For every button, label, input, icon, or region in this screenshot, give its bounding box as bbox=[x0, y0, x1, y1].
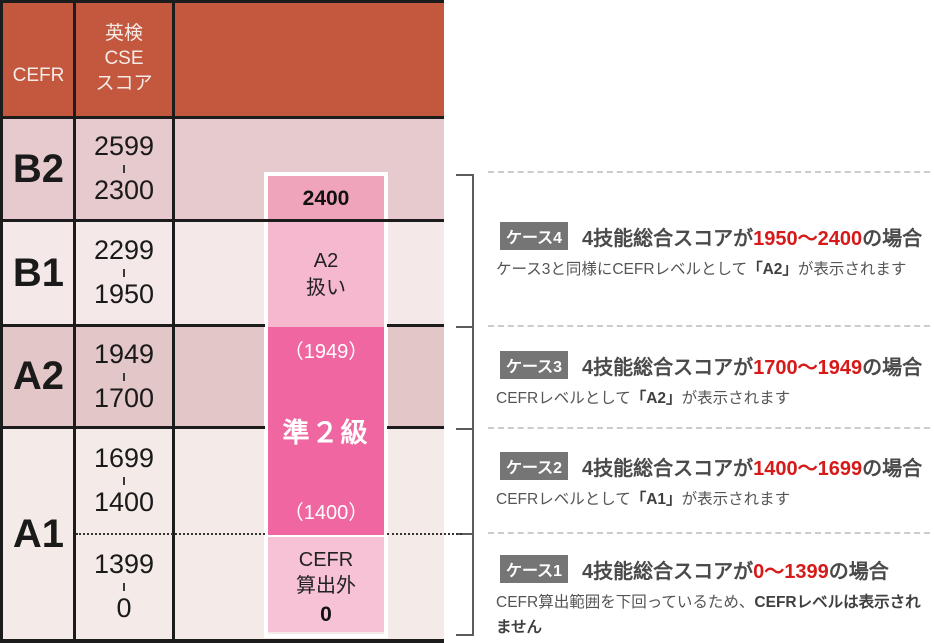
bar-range-low: （1400） bbox=[283, 502, 369, 524]
case4-description: ケース3と同様にCEFRレベルとして「A2」が表示されます bbox=[496, 258, 932, 283]
bracket-arm-1400 bbox=[456, 533, 474, 535]
score-high: 1699 bbox=[93, 443, 155, 474]
case4-badge: ケース4 bbox=[500, 222, 568, 250]
heading-post: の場合 bbox=[862, 227, 923, 250]
case1-badge: ケース1 bbox=[500, 555, 568, 583]
heading-pre: 4技能総合スコアが bbox=[582, 227, 754, 250]
level-label-a2: A2 bbox=[12, 354, 65, 398]
case2-badge: ケース2 bbox=[500, 452, 568, 480]
bar-top-score: 2400 bbox=[268, 176, 384, 222]
level-label-b1: B1 bbox=[12, 250, 65, 295]
header-divider bbox=[0, 116, 444, 119]
column-divider-1 bbox=[73, 0, 76, 642]
case4-heading: 4技能総合スコアが 1950〜2400 の場合 bbox=[582, 222, 922, 250]
desc-text: ケース3と同様にCEFRレベルとして bbox=[496, 261, 748, 278]
table-border-left bbox=[0, 0, 3, 643]
level-label-a1: A1 bbox=[12, 512, 65, 556]
desc-bold: 「A2」 bbox=[630, 390, 682, 407]
case1-heading: 4技能総合スコアが 0〜1399 の場合 bbox=[582, 555, 889, 583]
dotted-1400-line-right bbox=[387, 533, 462, 535]
heading-score-range: 0〜1399 bbox=[753, 560, 829, 583]
score-high: 2599 bbox=[93, 131, 155, 162]
heading-post: の場合 bbox=[862, 457, 923, 480]
case3-heading: 4技能総合スコアが 1700〜1949 の場合 bbox=[582, 351, 922, 379]
range-tick bbox=[123, 477, 125, 485]
table-border-bottom bbox=[0, 639, 444, 643]
score-range-b1: 2299 1950 bbox=[76, 222, 172, 324]
range-tick bbox=[123, 372, 125, 381]
level-label-b2: B2 bbox=[12, 146, 65, 191]
score-high: 1399 bbox=[93, 549, 155, 580]
desc-bold: 「A2」 bbox=[747, 261, 798, 278]
bracket-arm-1700 bbox=[456, 428, 474, 430]
desc-text: が表示されます bbox=[797, 261, 907, 278]
score-low: 1700 bbox=[93, 382, 155, 413]
heading-post: の場合 bbox=[862, 356, 923, 379]
bar-outside-note: CEFR 算出外 bbox=[296, 549, 356, 597]
score-low: 1950 bbox=[93, 279, 155, 309]
score-range-a1-upper: 1699 1400 bbox=[76, 429, 172, 533]
heading-score-range: 1700〜1949 bbox=[753, 356, 863, 379]
case2-description: CEFRレベルとして「A1」が表示されます bbox=[496, 488, 932, 513]
desc-text: が表示されます bbox=[681, 491, 791, 508]
dotted-1400-line-left bbox=[76, 533, 265, 535]
desc-text: CEFR算出範囲を下回っているため、 bbox=[496, 594, 755, 611]
heading-post: の場合 bbox=[828, 560, 889, 583]
desc-bold: 「A1」 bbox=[630, 491, 682, 508]
range-tick bbox=[123, 165, 125, 173]
dashed-separator-1 bbox=[488, 171, 930, 173]
score-range-a2: 1949 1700 bbox=[76, 327, 172, 426]
score-range-b2: 2599 2300 bbox=[76, 119, 172, 219]
score-low: 1400 bbox=[93, 487, 155, 517]
heading-pre: 4技能総合スコアが bbox=[582, 356, 754, 379]
header-cefr-label: CEFR bbox=[12, 64, 65, 86]
score-low: 0 bbox=[116, 593, 132, 623]
heading-pre: 4技能総合スコアが bbox=[582, 560, 754, 583]
dashed-separator-2 bbox=[488, 325, 930, 327]
heading-pre: 4技能総合スコアが bbox=[582, 457, 754, 480]
range-tick bbox=[123, 583, 125, 591]
case3-description: CEFRレベルとして「A2」が表示されます bbox=[496, 387, 932, 412]
case2-heading: 4技能総合スコアが 1400〜1699 の場合 bbox=[582, 452, 922, 480]
score-high: 1949 bbox=[93, 338, 155, 369]
grade-score-bar: 2400 A2 扱い （1949） 準２級 （1400） CEFR 算出外 0 bbox=[264, 172, 388, 638]
bar-a2-note: A2 扱い bbox=[268, 222, 384, 327]
dashed-separator-3 bbox=[488, 427, 930, 429]
column-divider-2 bbox=[172, 0, 175, 642]
score-high: 2299 bbox=[93, 235, 155, 266]
case1-description: CEFR算出範囲を下回っているため、CEFRレベルは表示されません bbox=[496, 591, 932, 641]
score-low: 2300 bbox=[93, 175, 155, 205]
case3-badge: ケース3 bbox=[500, 351, 568, 379]
score-range-a1-lower: 1399 0 bbox=[76, 535, 172, 639]
range-tick bbox=[123, 269, 125, 277]
bar-outside-band: CEFR 算出外 0 bbox=[268, 535, 384, 632]
heading-score-range: 1950〜2400 bbox=[753, 227, 863, 250]
desc-bold: CEFRレベルは表示されません bbox=[496, 594, 921, 636]
bracket-arm-2400 bbox=[456, 174, 474, 176]
row-divider-a2-a1-right bbox=[387, 426, 444, 429]
desc-text: が表示されます bbox=[681, 390, 791, 407]
desc-text: CEFRレベルとして bbox=[496, 491, 631, 508]
bracket-arm-1950 bbox=[456, 326, 474, 328]
bar-range-high: （1949） bbox=[283, 341, 369, 363]
dashed-separator-4 bbox=[488, 532, 930, 534]
desc-text: CEFRレベルとして bbox=[496, 390, 631, 407]
bar-grade-label: 準２級 bbox=[282, 417, 370, 448]
header-cse-label: 英検 CSE スコア bbox=[95, 23, 153, 94]
bar-bottom-score: 0 bbox=[320, 602, 332, 626]
bar-grade-band: （1949） 準２級 （1400） bbox=[268, 327, 384, 535]
row-divider-b2-b1 bbox=[0, 219, 444, 222]
row-divider-b1-a2-left bbox=[0, 324, 265, 327]
row-divider-a2-a1-left bbox=[0, 426, 265, 429]
table-border-top bbox=[0, 0, 444, 3]
heading-score-range: 1400〜1699 bbox=[753, 457, 863, 480]
bracket-line bbox=[472, 174, 474, 636]
bracket-arm-0 bbox=[456, 634, 474, 636]
row-divider-b1-a2-right bbox=[387, 324, 444, 327]
